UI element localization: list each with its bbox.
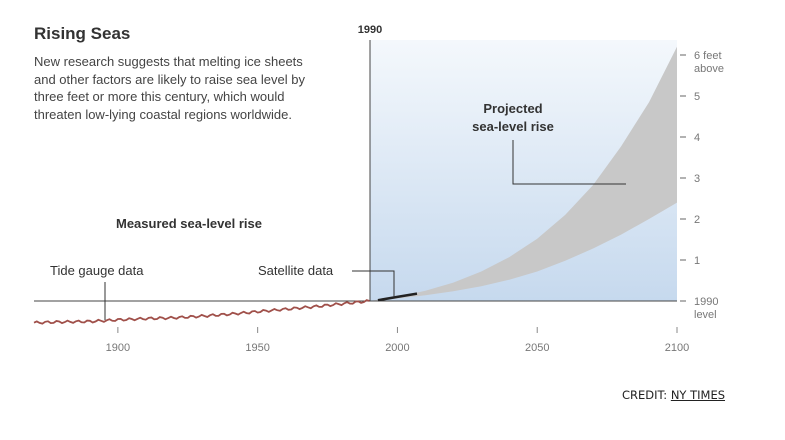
annotation-projected-line2: sea-level rise <box>472 119 554 134</box>
projection-band <box>369 46 677 301</box>
x-tick-label: 1950 <box>245 342 269 354</box>
x-axis: 1900 1950 2000 2050 2100 <box>106 327 689 354</box>
chart-description: New research suggests that melting ice s… <box>34 54 305 122</box>
projected-leader <box>512 140 626 185</box>
credit-source-link[interactable]: NY TIMES <box>670 388 726 402</box>
y-tick-label: 1990 <box>694 296 718 308</box>
annotation-measured: Measured sea-level rise <box>116 216 262 231</box>
reference-year-label: 1990 <box>358 24 382 36</box>
x-tick-label: 2000 <box>385 342 409 354</box>
y-tick-label: 4 <box>694 132 700 144</box>
x-tick-label: 2050 <box>525 342 549 354</box>
chart-title: Rising Seas <box>34 24 131 43</box>
satellite-leader <box>352 270 395 297</box>
credit-line: CREDIT: NY TIMES <box>622 388 725 402</box>
annotation-satellite: Satellite data <box>258 263 334 278</box>
y-tick-sublabel: above <box>694 63 724 75</box>
tide-gauge-line <box>33 299 370 325</box>
x-tick-label: 2100 <box>665 342 689 354</box>
annotation-tide-gauge: Tide gauge data <box>50 263 144 278</box>
x-tick-label: 1900 <box>106 342 130 354</box>
satellite-line <box>377 292 418 302</box>
y-tick-label: 1 <box>694 255 700 267</box>
y-tick-label: 6 feet <box>694 50 722 62</box>
projection-band-group <box>369 46 677 301</box>
y-tick-label: 2 <box>694 214 700 226</box>
y-tick-label: 3 <box>694 173 700 185</box>
series-lines <box>33 292 418 325</box>
annotation-projected-line1: Projected <box>483 101 542 116</box>
credit-label: CREDIT: <box>622 388 668 402</box>
y-tick-sublabel: level <box>694 309 717 321</box>
sea-level-chart: 1990 1900 1950 2000 2050 2100 6 feet above 5 4 3… <box>33 24 724 354</box>
y-tick-label: 5 <box>694 91 700 103</box>
